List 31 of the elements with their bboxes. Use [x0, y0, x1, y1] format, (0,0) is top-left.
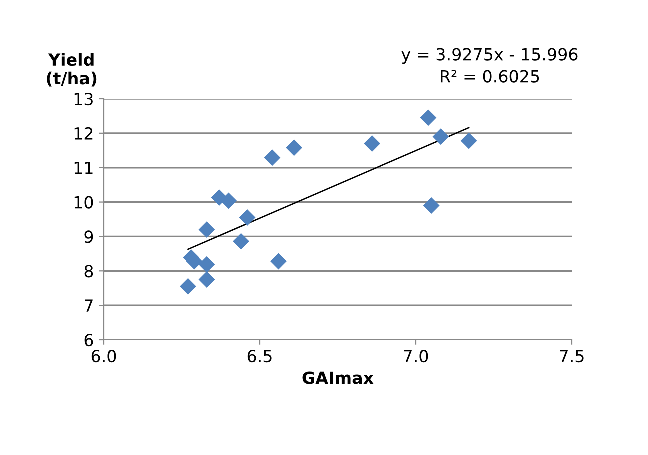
text: R² = 0.6025 [441, 70, 540, 83]
y-tick-label: 13 [74, 92, 93, 106]
point [233, 233, 250, 250]
point [364, 136, 381, 152]
point [220, 192, 238, 210]
y-axis-title: Yield (t/ha) [47, 53, 97, 87]
point [432, 128, 450, 146]
point [198, 222, 216, 238]
y-tick-label: 9 [84, 230, 94, 244]
y-tick-label: 6 [84, 334, 94, 347]
x-tick-label: 6.5 [248, 350, 272, 363]
y-tick-label: 8 [84, 265, 94, 278]
point [198, 272, 216, 288]
point [180, 278, 196, 295]
y-tick-label: 12 [74, 127, 93, 140]
point [270, 253, 287, 270]
point [286, 140, 303, 156]
point [420, 110, 437, 126]
x-tick-label: 7.0 [404, 350, 428, 363]
x-tick-label: 6.0 [92, 350, 116, 363]
text: y = 3.9275x - 15.996 [402, 48, 578, 64]
y-tick-label: 11 [74, 162, 93, 174]
point [198, 256, 216, 273]
x-axis-title: GAImax [302, 372, 374, 384]
point [264, 150, 281, 166]
y-tick-label: 10 [74, 196, 94, 209]
point [423, 198, 440, 214]
point [460, 132, 478, 150]
point [239, 210, 256, 226]
x-tick-label: 7.5 [560, 350, 584, 363]
y-tick-label: 7 [85, 300, 93, 312]
